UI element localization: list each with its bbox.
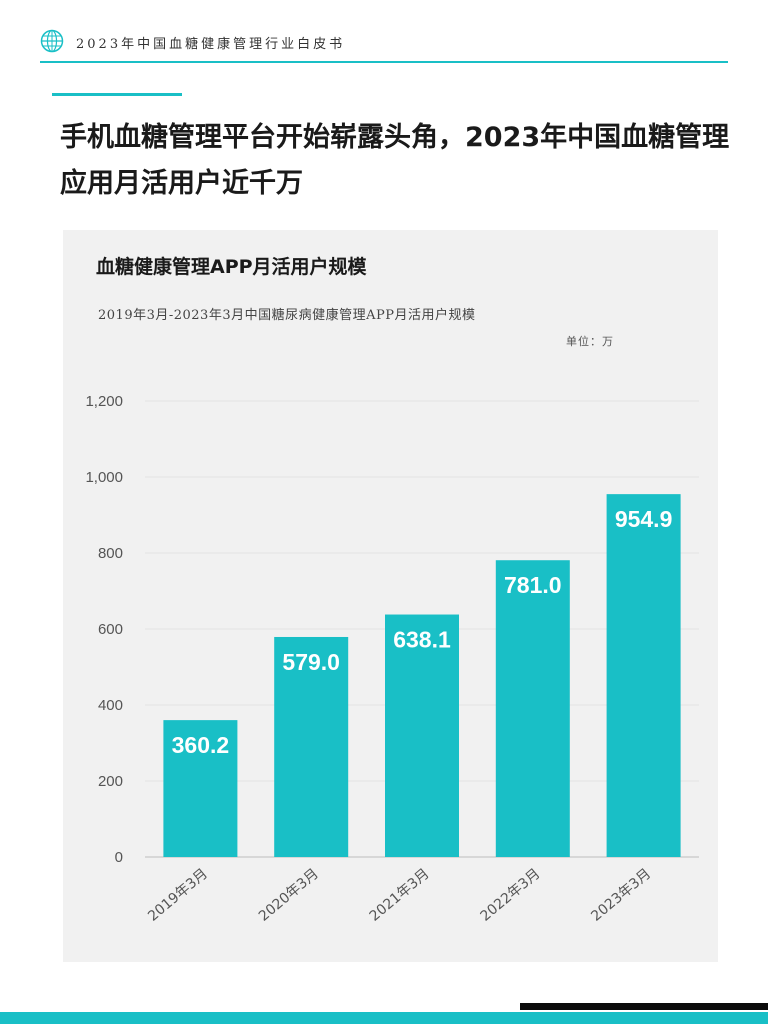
x-tick-label: 2023年3月 — [588, 866, 654, 925]
x-tick-label: 2020年3月 — [256, 866, 322, 925]
footer-accent-bar — [0, 1012, 768, 1024]
data-label: 638.1 — [393, 627, 451, 653]
title-accent-bar — [52, 93, 182, 96]
globe-icon — [40, 29, 64, 53]
bar — [606, 494, 681, 857]
y-tick-label: 1,200 — [85, 393, 123, 410]
x-tick-label: 2022年3月 — [478, 866, 544, 925]
bar — [385, 614, 459, 857]
x-tick-label: 2019年3月 — [145, 866, 211, 925]
y-tick-label: 400 — [98, 697, 123, 714]
bar — [163, 720, 238, 857]
chart-heading: 血糖健康管理APP月活用户规模 — [96, 256, 367, 278]
x-tick-label: 2021年3月 — [367, 866, 433, 925]
bar-chart: 0 200 400 600 800 1,000 1,200 360.2 2019年3月 579.0… — [85, 393, 699, 925]
footer-dark-bar — [520, 1003, 768, 1010]
y-tick-label: 1,000 — [85, 469, 123, 486]
data-label: 579.0 — [282, 649, 340, 675]
bar — [495, 560, 570, 857]
y-tick-label: 0 — [115, 849, 123, 866]
page-title: 手机血糖管理平台开始崭露头角，2023年中国血糖管理应用月活用户近千万 — [60, 122, 730, 199]
data-label: 360.2 — [172, 732, 230, 758]
chart-subtitle: 2019年3月-2023年3月中国糖尿病健康管理APP月活用户规模 — [98, 308, 476, 323]
y-tick-label: 200 — [98, 773, 123, 790]
data-label: 781.0 — [504, 572, 562, 598]
data-label: 954.9 — [615, 506, 673, 532]
report-title: 2023年中国血糖健康管理行业白皮书 — [76, 37, 346, 52]
header-divider — [40, 61, 728, 63]
chart-unit: 单位：万 — [566, 335, 614, 348]
bar — [274, 636, 349, 857]
y-tick-label: 600 — [98, 621, 123, 638]
y-tick-label: 800 — [98, 545, 123, 562]
